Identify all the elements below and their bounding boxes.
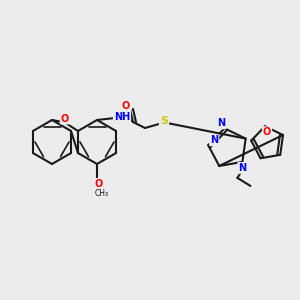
Text: O: O [263,127,271,137]
Text: NH: NH [114,112,130,122]
Text: O: O [95,179,103,189]
Text: S: S [160,116,168,126]
Text: N: N [238,163,246,173]
Text: O: O [122,101,130,111]
Text: CH₃: CH₃ [95,188,109,197]
Text: N: N [210,135,218,145]
Text: N: N [218,118,226,128]
Text: O: O [61,113,69,124]
